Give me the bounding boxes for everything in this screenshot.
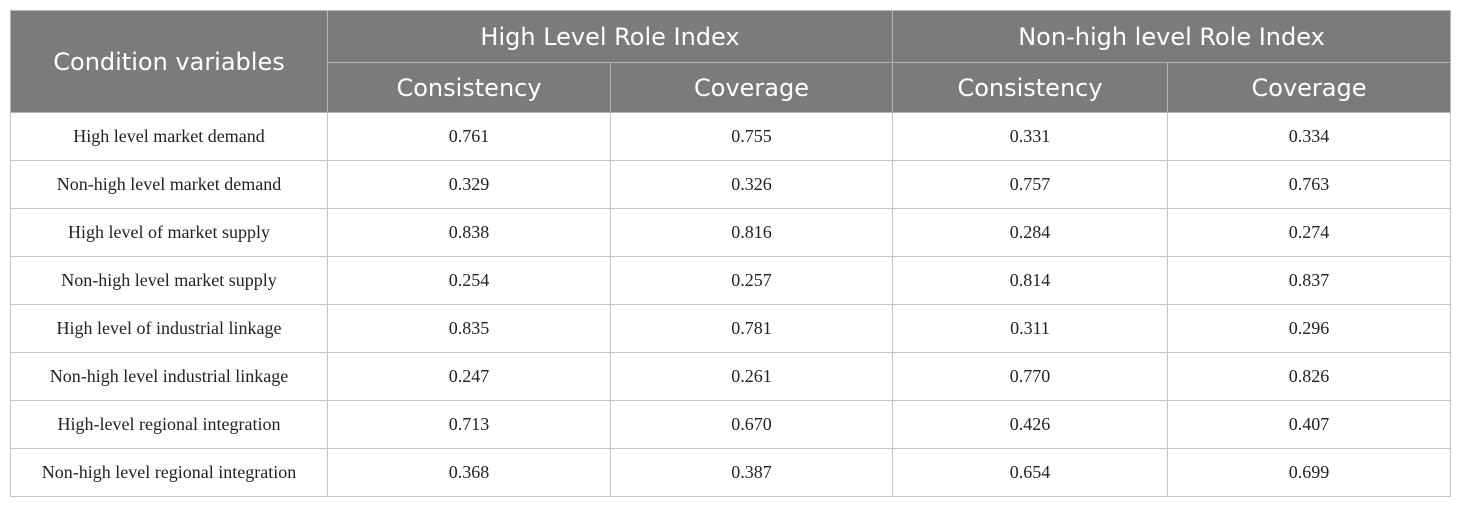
- nonhigh-consistency-cell: 0.654: [892, 448, 1168, 497]
- row-label: Non-high level market demand: [10, 160, 328, 209]
- condition-variables-header: Condition variables: [10, 10, 328, 113]
- table-row: High-level regional integration 0.713 0.…: [10, 400, 1452, 449]
- high-consistency-cell: 0.835: [327, 304, 611, 353]
- nonhigh-coverage-cell: 0.699: [1166, 448, 1452, 497]
- row-label: Non-high level market supply: [10, 256, 328, 305]
- high-coverage-cell: 0.755: [610, 112, 893, 161]
- high-consistency-cell: 0.761: [327, 112, 611, 161]
- high-coverage-cell: 0.781: [610, 304, 893, 353]
- nonhigh-consistency-cell: 0.757: [892, 160, 1168, 209]
- high-level-group-header: High Level Role Index: [327, 10, 893, 63]
- high-coverage-cell: 0.816: [610, 208, 893, 257]
- high-coverage-cell: 0.670: [610, 400, 893, 449]
- nonhigh-coverage-cell: 0.274: [1166, 208, 1452, 257]
- high-consistency-cell: 0.247: [327, 352, 611, 401]
- table-row: Non-high level market supply 0.254 0.257…: [10, 256, 1452, 305]
- table-row: Non-high level market demand 0.329 0.326…: [10, 160, 1452, 209]
- nonhigh-coverage-cell: 0.837: [1166, 256, 1452, 305]
- results-table: Condition variables High Level Role Inde…: [10, 10, 1452, 497]
- nonhigh-coverage-cell: 0.826: [1166, 352, 1452, 401]
- nonhigh-coverage-cell: 0.296: [1166, 304, 1452, 353]
- nonhigh-coverage-header: Coverage: [1166, 62, 1452, 113]
- row-label: High-level regional integration: [10, 400, 328, 449]
- non-high-level-group-header: Non-high level Role Index: [891, 10, 1452, 63]
- nonhigh-coverage-cell: 0.763: [1166, 160, 1452, 209]
- table-row: Non-high level regional integration 0.36…: [10, 448, 1452, 497]
- nonhigh-consistency-cell: 0.311: [892, 304, 1168, 353]
- nonhigh-consistency-cell: 0.331: [892, 112, 1168, 161]
- header-row-metrics: Consistency Coverage Consistency Coverag…: [11, 62, 1452, 113]
- high-coverage-cell: 0.257: [610, 256, 893, 305]
- row-label: Non-high level industrial linkage: [10, 352, 328, 401]
- high-consistency-cell: 0.368: [327, 448, 611, 497]
- row-label: High level market demand: [10, 112, 328, 161]
- row-label: High level of industrial linkage: [10, 304, 328, 353]
- high-consistency-cell: 0.838: [327, 208, 611, 257]
- nonhigh-consistency-cell: 0.426: [892, 400, 1168, 449]
- row-label: High level of market supply: [10, 208, 328, 257]
- high-consistency-cell: 0.713: [327, 400, 611, 449]
- high-coverage-cell: 0.387: [610, 448, 893, 497]
- high-coverage-header: Coverage: [610, 62, 893, 113]
- high-consistency-cell: 0.254: [327, 256, 611, 305]
- high-consistency-header: Consistency: [327, 62, 611, 113]
- table-row: High level market demand 0.761 0.755 0.3…: [10, 112, 1452, 161]
- header-row-groups: Condition variables High Level Role Inde…: [10, 10, 1452, 113]
- high-coverage-cell: 0.326: [610, 160, 893, 209]
- high-consistency-cell: 0.329: [327, 160, 611, 209]
- nonhigh-consistency-header: Consistency: [892, 62, 1168, 113]
- table-row: Non-high level industrial linkage 0.247 …: [10, 352, 1452, 401]
- high-coverage-cell: 0.261: [610, 352, 893, 401]
- nonhigh-consistency-cell: 0.770: [892, 352, 1168, 401]
- nonhigh-coverage-cell: 0.407: [1166, 400, 1452, 449]
- table-header: Condition variables High Level Role Inde…: [10, 10, 1452, 113]
- table-row: High level of market supply 0.838 0.816 …: [10, 208, 1452, 257]
- nonhigh-consistency-cell: 0.814: [892, 256, 1168, 305]
- table-row: High level of industrial linkage 0.835 0…: [10, 304, 1452, 353]
- nonhigh-coverage-cell: 0.334: [1166, 112, 1452, 161]
- nonhigh-consistency-cell: 0.284: [892, 208, 1168, 257]
- table-body: High level market demand 0.761 0.755 0.3…: [10, 112, 1452, 497]
- row-label: Non-high level regional integration: [10, 448, 328, 497]
